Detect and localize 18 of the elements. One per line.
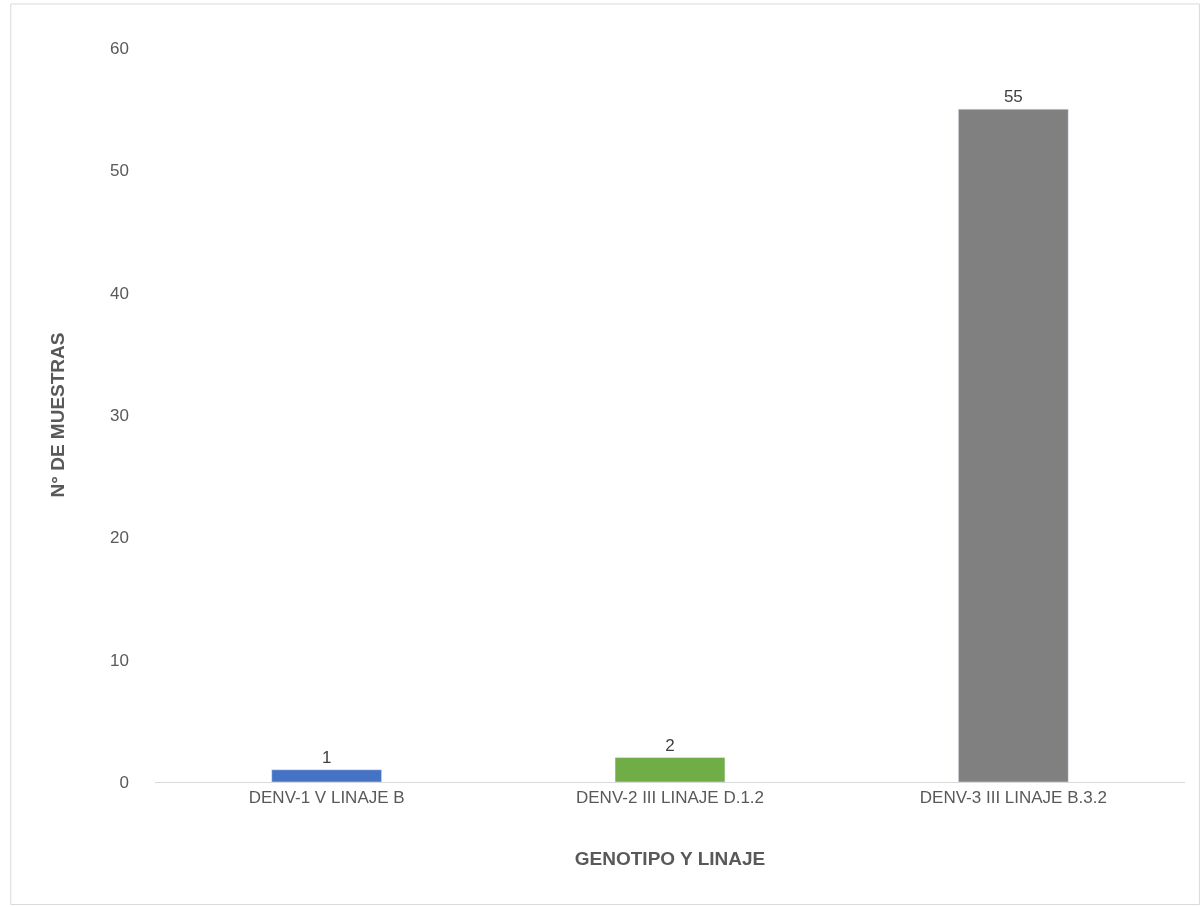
y-tick-label: 10 bbox=[110, 650, 129, 670]
y-tick-label: 30 bbox=[110, 405, 129, 425]
x-tick-label: DENV-3 III LINAJE B.3.2 bbox=[919, 788, 1107, 808]
bar bbox=[271, 769, 382, 782]
y-axis-title: N° DE MUESTRAS bbox=[46, 332, 68, 498]
data-label: 55 bbox=[1003, 87, 1023, 107]
x-tick-label: DENV-2 III LINAJE D.1.2 bbox=[575, 788, 765, 808]
y-tick-label: 60 bbox=[110, 38, 129, 58]
x-axis-title: GENOTIPO Y LINAJE bbox=[574, 848, 766, 870]
x-tick-label: DENV-1 V LINAJE B bbox=[248, 788, 405, 808]
y-tick-label: 20 bbox=[110, 528, 129, 548]
bar bbox=[958, 108, 1069, 782]
bar bbox=[614, 757, 726, 782]
y-tick-label: 50 bbox=[110, 161, 129, 181]
y-tick-label: 0 bbox=[119, 772, 129, 792]
data-label: 1 bbox=[321, 747, 332, 767]
y-tick-label: 40 bbox=[110, 283, 129, 303]
data-label: 2 bbox=[665, 735, 675, 755]
